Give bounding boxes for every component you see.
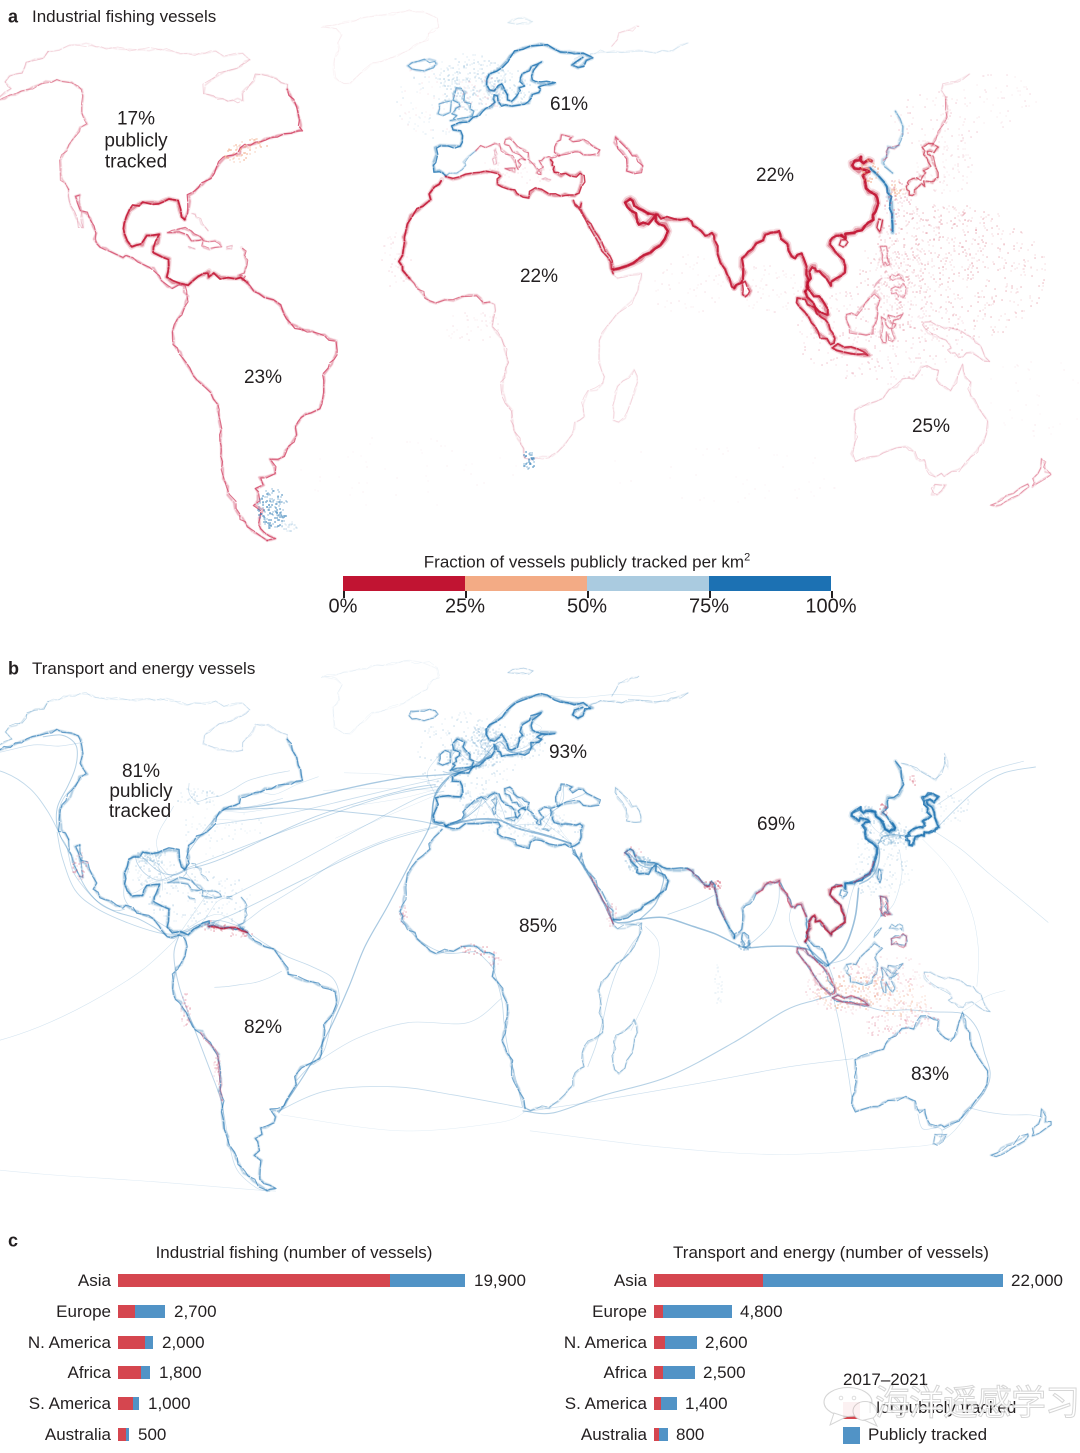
svg-text:海洋遥感学习: 海洋遥感学习 — [875, 1384, 1079, 1423]
